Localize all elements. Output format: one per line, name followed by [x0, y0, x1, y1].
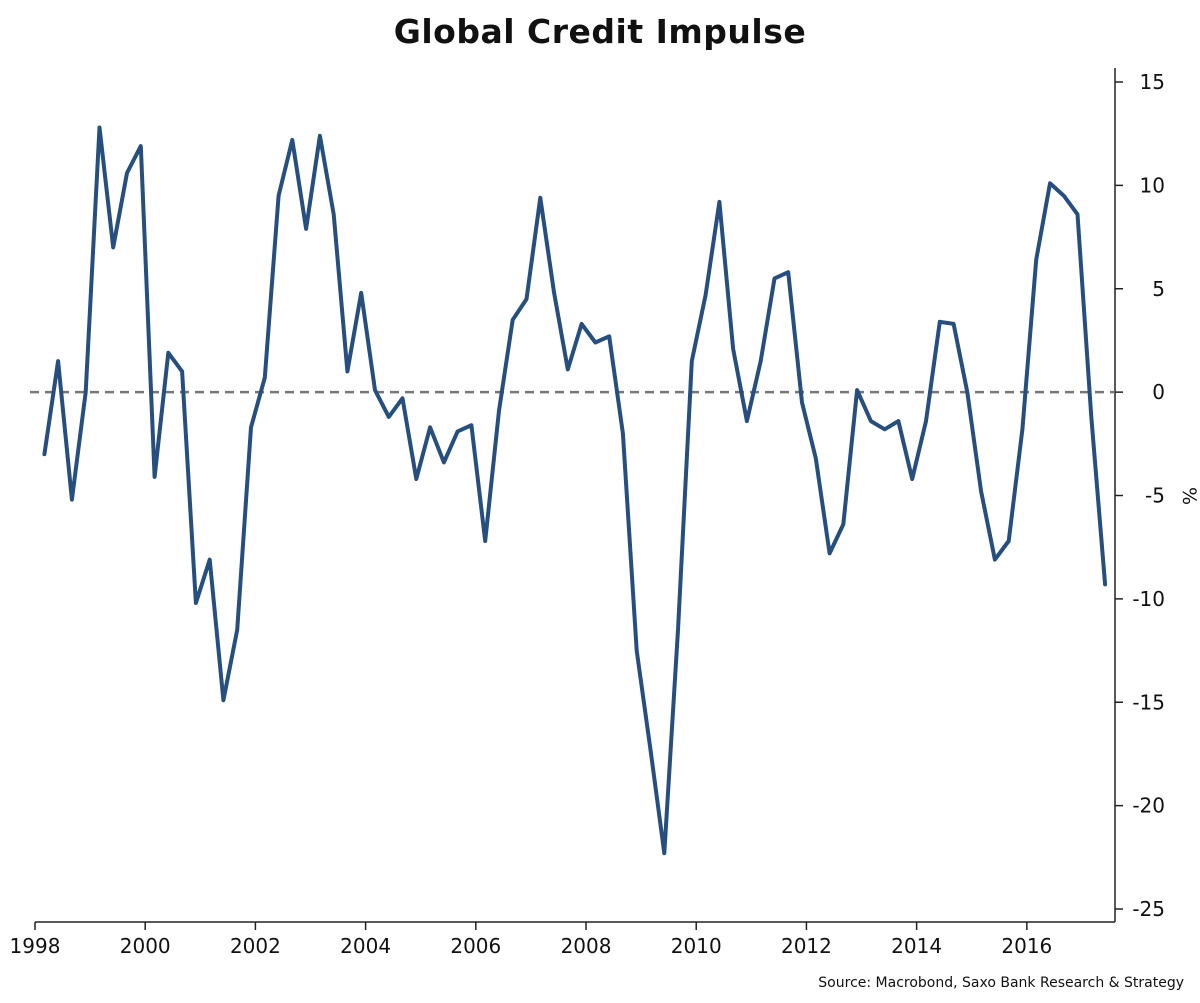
x-tick-label: 2016: [1001, 934, 1052, 958]
x-tick-label: 2008: [561, 934, 612, 958]
y-tick-label: -15: [1132, 690, 1165, 714]
y-tick-label: 0: [1152, 380, 1165, 404]
x-tick-label: 1998: [10, 934, 61, 958]
y-tick-label: 15: [1140, 70, 1165, 94]
y-tick-label: -20: [1132, 794, 1165, 818]
y-tick-label: 5: [1152, 277, 1165, 301]
x-tick-label: 2010: [671, 934, 722, 958]
chart-title: Global Credit Impulse: [393, 12, 807, 51]
y-tick-label: 10: [1140, 173, 1165, 197]
y-axis-label: %: [1178, 487, 1200, 505]
y-tick-label: -10: [1132, 587, 1165, 611]
x-tick-label: 2006: [450, 934, 501, 958]
x-tick-label: 2014: [891, 934, 942, 958]
x-tick-label: 2004: [340, 934, 391, 958]
source-note: Source: Macrobond, Saxo Bank Research & …: [818, 975, 1184, 991]
y-tick-label: -25: [1132, 897, 1165, 921]
axes: 15 10 5 0 -5 -10 -15 -20 -25% 1998 2000 2002 2004 200…: [10, 68, 1200, 958]
series-line: [42, 125, 1108, 856]
y-tick-label: -5: [1145, 484, 1165, 508]
x-tick-label: 2012: [781, 934, 832, 958]
x-tick-label: 2000: [120, 934, 171, 958]
x-tick-label: 2002: [230, 934, 281, 958]
series-layer: [42, 125, 1108, 856]
